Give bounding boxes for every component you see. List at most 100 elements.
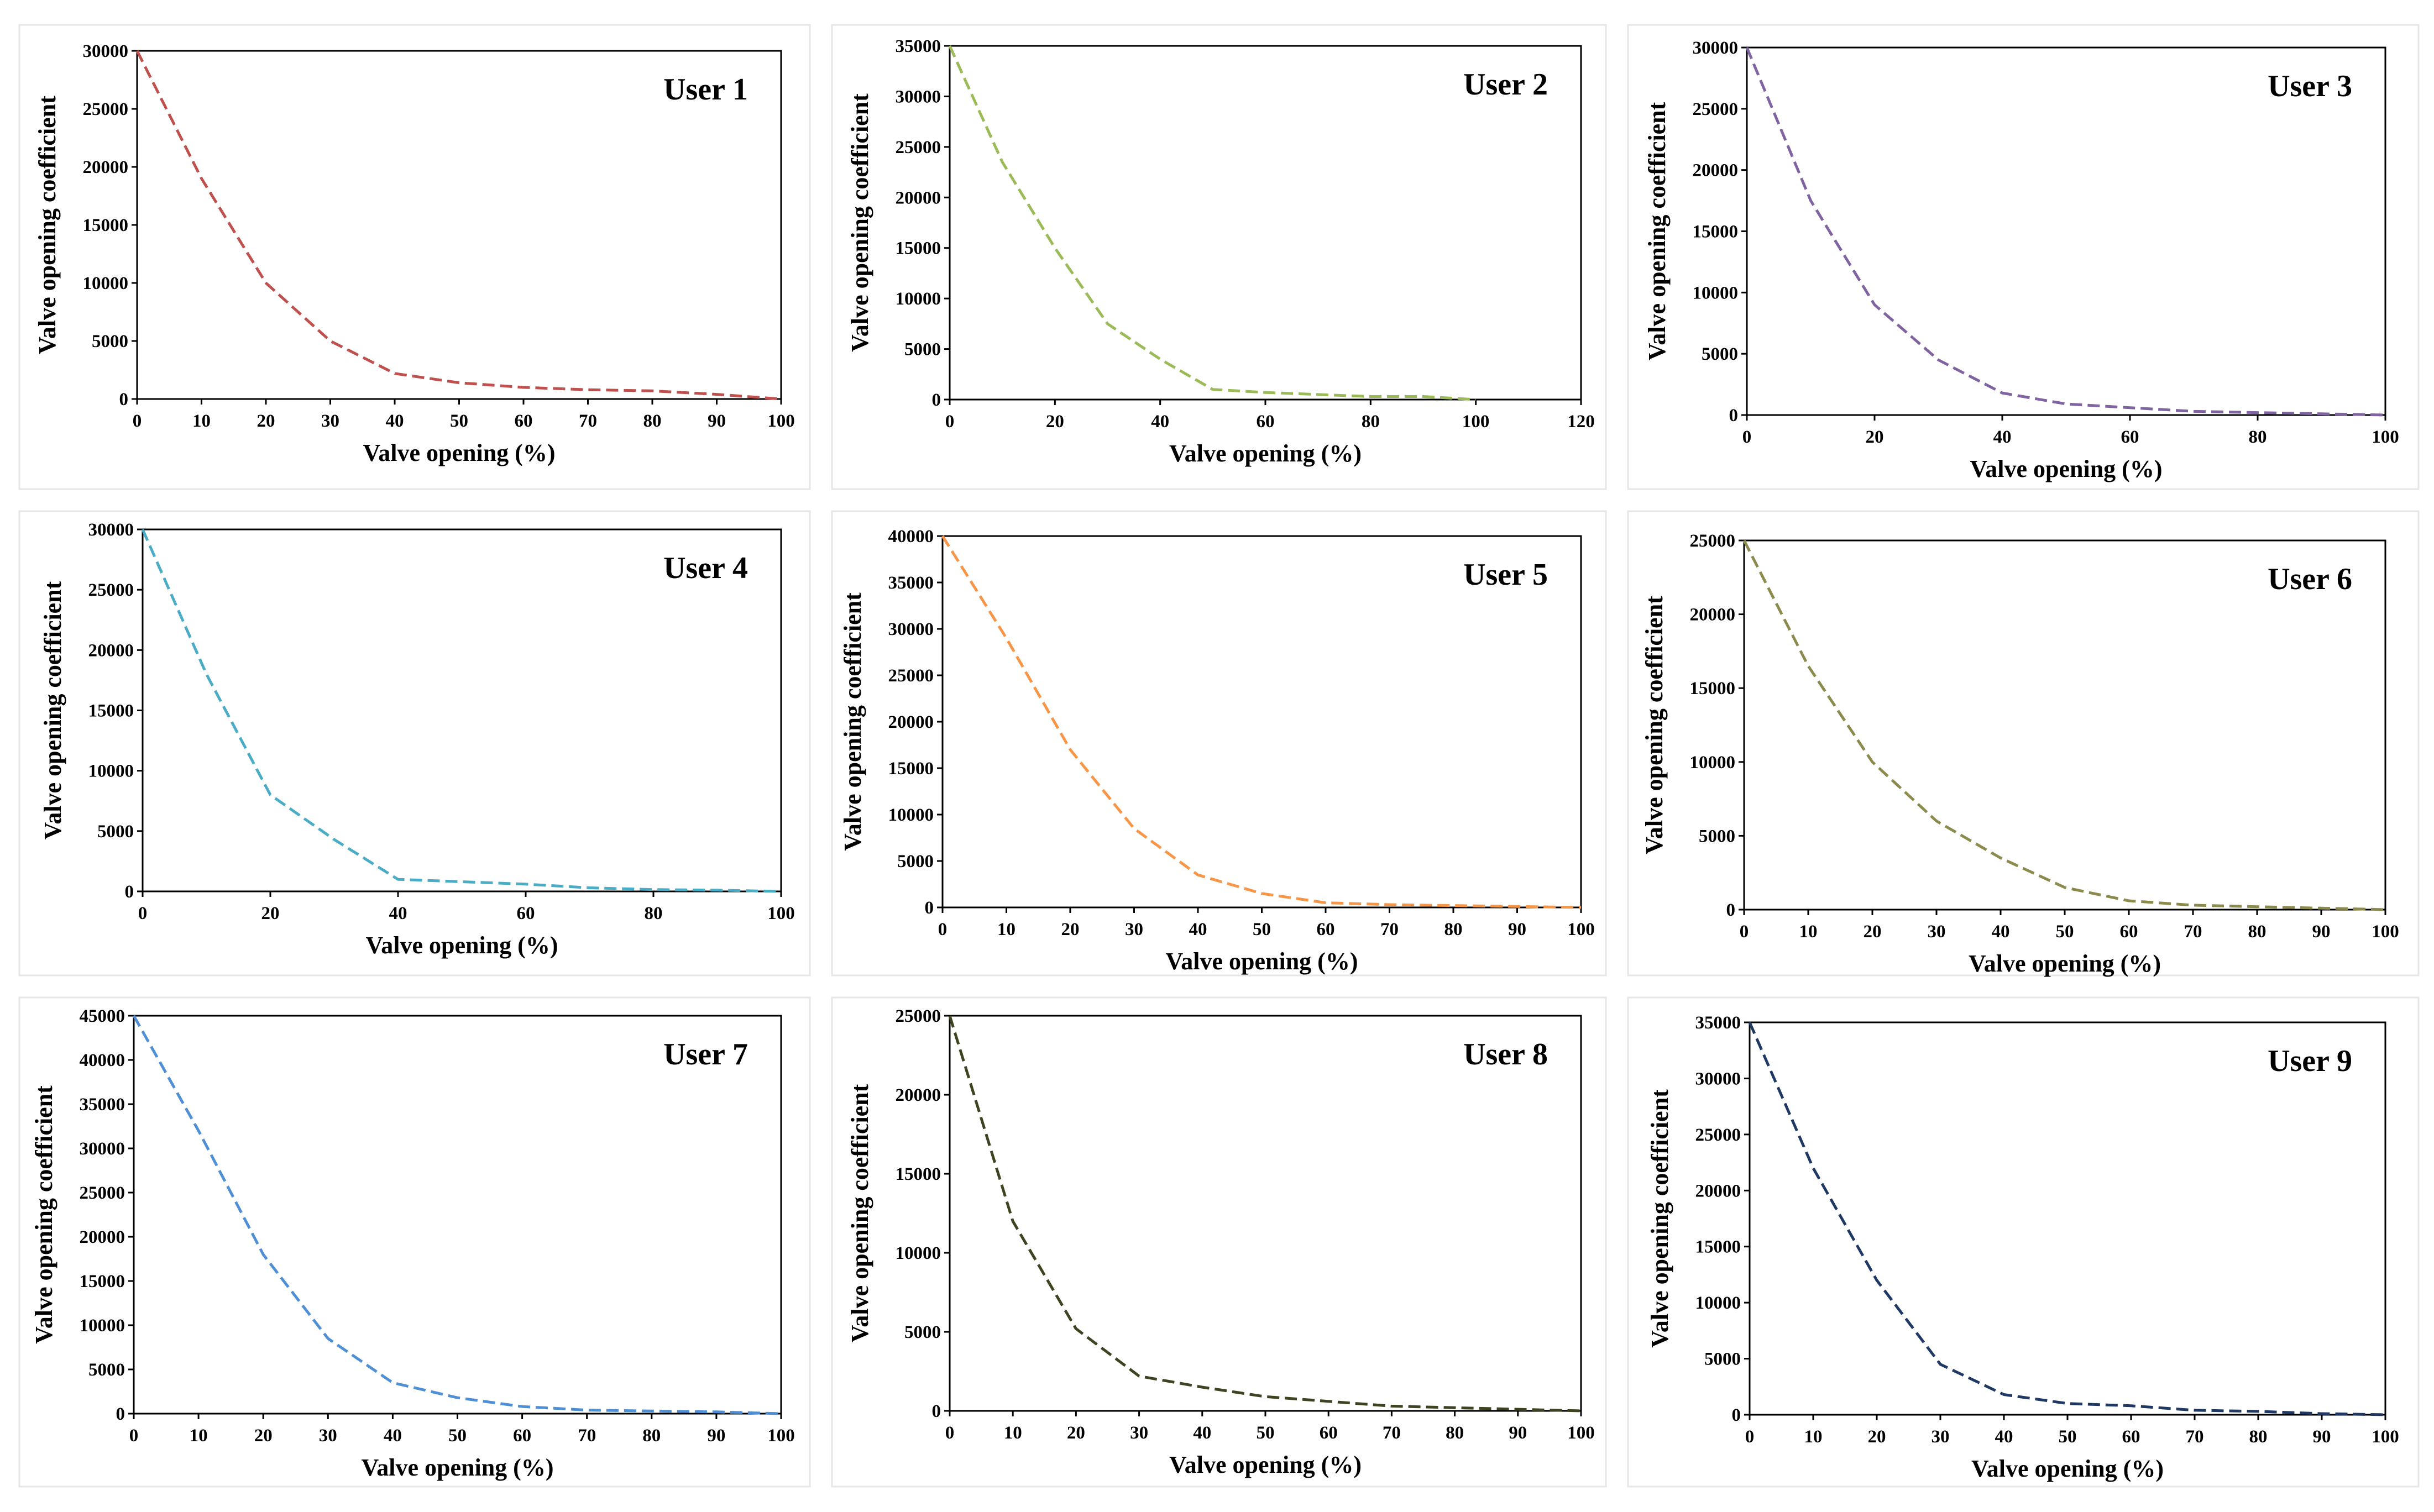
chart-title: User 9 [2268,1044,2352,1078]
chart-title: User 4 [663,551,748,585]
x-tick-label: 70 [2186,1427,2204,1447]
y-tick-label: 10000 [888,805,934,825]
y-tick-label: 20000 [80,1227,125,1247]
x-tick-label: 10 [1804,1427,1823,1447]
x-tick-label: 30 [319,1426,337,1446]
y-axis-title: Valve opening coefficient [34,96,61,354]
x-tick-label: 30 [1125,920,1143,939]
y-tick-label: 15000 [888,759,934,779]
y-tick-label: 10000 [896,289,941,309]
y-tick-label: 20000 [88,641,134,660]
x-tick-label: 0 [129,1426,139,1446]
x-tick-label: 10 [997,920,1016,939]
x-tick-label: 30 [1932,1427,1950,1447]
x-tick-label: 70 [579,411,597,431]
y-tick-label: 30000 [896,87,941,107]
x-tick-label: 20 [1046,412,1064,432]
y-tick-label: 35000 [896,36,941,56]
panel-background [1627,510,2420,977]
y-tick-label: 30000 [888,620,934,639]
x-tick-label: 50 [2059,1427,2077,1447]
y-axis-title: Valve opening coefficient [1641,596,1668,854]
x-tick-label: 90 [707,1426,725,1446]
x-tick-label: 100 [1567,920,1595,939]
y-tick-label: 25000 [888,666,934,686]
x-tick-label: 20 [254,1426,273,1446]
y-axis-title: Valve opening coefficient [30,1085,57,1344]
y-tick-label: 25000 [1690,531,1736,551]
panel-background [18,996,811,1488]
x-tick-label: 80 [1444,920,1463,939]
y-tick-label: 20000 [888,712,934,732]
y-tick-label: 30000 [80,1139,125,1159]
x-tick-label: 20 [257,411,275,431]
x-tick-label: 70 [1380,920,1399,939]
chart-panel-user-9: 0 5000 10000 15000 20000 25000 30000 35000 0 10 20… [1627,996,2420,1488]
y-tick-label: 25000 [1695,1125,1741,1145]
x-tick-label: 100 [1567,1423,1595,1443]
y-tick-label: 5000 [897,852,934,872]
y-tick-label: 5000 [1704,1350,1741,1369]
x-tick-label: 40 [1151,412,1169,432]
y-tick-label: 5000 [904,340,941,360]
x-tick-label: 20 [1864,922,1882,942]
x-tick-label: 50 [1253,920,1271,939]
y-tick-label: 25000 [896,1006,941,1026]
chart-title: User 8 [1463,1037,1548,1072]
y-axis-title: Valve opening coefficient [39,581,66,839]
y-axis-title: Valve opening coefficient [839,592,866,851]
y-tick-label: 10000 [1693,283,1739,303]
x-tick-label: 60 [2120,922,2138,942]
x-tick-label: 40 [1993,427,2012,447]
x-tick-label: 90 [1509,1423,1527,1443]
x-tick-label: 50 [1257,1423,1275,1443]
x-tick-label: 20 [1061,920,1080,939]
y-tick-label: 15000 [83,216,129,235]
x-tick-label: 30 [321,411,339,431]
y-tick-label: 10000 [896,1243,941,1263]
y-tick-label: 0 [1732,1405,1741,1425]
chart-panel-user-7: 0 5000 10000 15000 20000 25000 30000 35000 40000… [18,996,811,1488]
y-tick-label: 30000 [83,41,129,61]
x-tick-label: 0 [1740,922,1749,942]
y-tick-label: 5000 [1702,344,1738,364]
x-tick-label: 50 [450,411,468,431]
x-tick-label: 100 [767,1426,795,1446]
x-tick-label: 60 [1317,920,1335,939]
x-tick-label: 70 [1383,1423,1401,1443]
x-axis-title: Valve opening (%) [1169,440,1362,467]
x-tick-label: 40 [386,411,404,431]
y-tick-label: 15000 [1693,222,1739,242]
y-axis-title: Valve opening coefficient [1643,102,1671,360]
x-tick-label: 10 [1799,922,1818,942]
y-tick-label: 15000 [1695,1237,1741,1257]
x-tick-label: 60 [517,904,535,923]
y-tick-label: 5000 [92,332,128,351]
x-tick-label: 40 [384,1426,402,1446]
y-tick-label: 25000 [80,1183,125,1203]
x-tick-label: 50 [2056,922,2074,942]
chart-panel-user-4: 0 5000 10000 15000 20000 25000 30000 0 20 40 60 80 1… [18,510,811,977]
panel-background [1627,24,2420,490]
y-tick-label: 0 [1729,406,1739,426]
y-tick-label: 10000 [80,1316,125,1336]
y-tick-label: 35000 [1695,1013,1741,1033]
y-tick-label: 25000 [83,99,129,119]
chart-title: User 1 [663,72,748,107]
series-line-user-5 [941,535,1582,909]
series-line-user-6 [1742,539,2386,911]
x-axis-title: Valve opening (%) [366,932,558,959]
y-tick-label: 25000 [88,580,134,600]
x-tick-label: 0 [938,920,948,939]
y-tick-label: 20000 [1690,605,1736,625]
x-tick-label: 60 [513,1426,531,1446]
panel-background [831,24,1607,490]
y-tick-label: 5000 [904,1322,941,1342]
x-tick-label: 90 [2313,1427,2331,1447]
x-tick-label: 0 [945,1423,955,1443]
x-tick-label: 10 [1004,1423,1022,1443]
y-tick-label: 0 [932,390,941,410]
y-tick-label: 0 [1726,900,1736,920]
x-tick-label: 0 [138,904,148,923]
chart-panel-user-1: 0 5000 10000 15000 20000 25000 30000 0 10 20 30 40 5… [18,24,811,490]
